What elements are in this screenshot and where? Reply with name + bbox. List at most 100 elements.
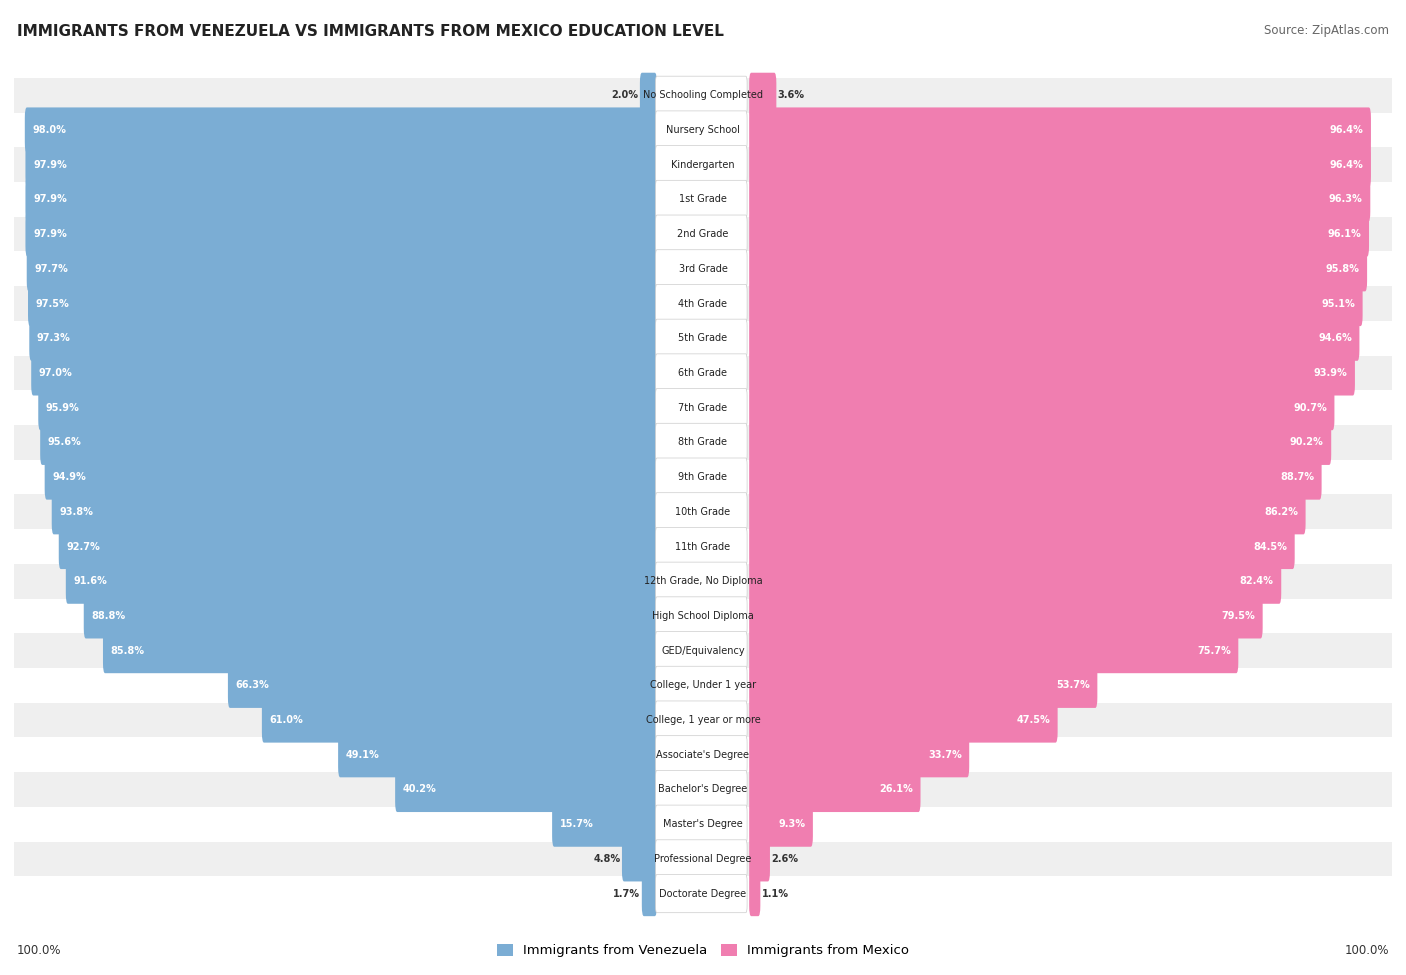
Text: 2nd Grade: 2nd Grade xyxy=(678,229,728,239)
FancyBboxPatch shape xyxy=(41,420,657,465)
FancyBboxPatch shape xyxy=(103,628,657,673)
FancyBboxPatch shape xyxy=(655,145,747,183)
Bar xyxy=(14,599,1392,634)
FancyBboxPatch shape xyxy=(655,770,747,808)
Bar xyxy=(14,841,1392,877)
FancyBboxPatch shape xyxy=(655,250,747,288)
FancyBboxPatch shape xyxy=(641,871,657,916)
Text: 3rd Grade: 3rd Grade xyxy=(679,264,727,274)
Bar xyxy=(14,216,1392,252)
FancyBboxPatch shape xyxy=(655,319,747,357)
Text: IMMIGRANTS FROM VENEZUELA VS IMMIGRANTS FROM MEXICO EDUCATION LEVEL: IMMIGRANTS FROM VENEZUELA VS IMMIGRANTS … xyxy=(17,24,724,39)
FancyBboxPatch shape xyxy=(749,281,1362,326)
FancyBboxPatch shape xyxy=(749,176,1371,222)
Text: College, 1 year or more: College, 1 year or more xyxy=(645,715,761,725)
FancyBboxPatch shape xyxy=(25,142,657,187)
FancyBboxPatch shape xyxy=(655,736,747,774)
FancyBboxPatch shape xyxy=(749,732,969,777)
Text: 7th Grade: 7th Grade xyxy=(679,403,727,412)
Text: Kindergarten: Kindergarten xyxy=(671,160,735,170)
FancyBboxPatch shape xyxy=(66,559,657,604)
FancyBboxPatch shape xyxy=(749,107,1371,152)
FancyBboxPatch shape xyxy=(30,316,657,361)
Bar xyxy=(14,425,1392,460)
Text: 96.3%: 96.3% xyxy=(1329,194,1362,205)
Legend: Immigrants from Venezuela, Immigrants from Mexico: Immigrants from Venezuela, Immigrants fr… xyxy=(492,939,914,962)
Text: 15.7%: 15.7% xyxy=(560,819,593,829)
Bar xyxy=(14,668,1392,703)
FancyBboxPatch shape xyxy=(655,76,747,114)
FancyBboxPatch shape xyxy=(655,527,747,566)
Bar xyxy=(14,113,1392,147)
Text: 40.2%: 40.2% xyxy=(402,785,436,795)
Text: 96.1%: 96.1% xyxy=(1327,229,1361,239)
FancyBboxPatch shape xyxy=(749,142,1371,187)
Text: 100.0%: 100.0% xyxy=(17,944,62,957)
Bar xyxy=(14,564,1392,599)
FancyBboxPatch shape xyxy=(27,247,657,292)
FancyBboxPatch shape xyxy=(38,385,657,430)
FancyBboxPatch shape xyxy=(655,701,747,739)
Text: Associate's Degree: Associate's Degree xyxy=(657,750,749,760)
Text: 1.1%: 1.1% xyxy=(762,888,789,899)
Text: 97.9%: 97.9% xyxy=(32,229,66,239)
FancyBboxPatch shape xyxy=(749,628,1239,673)
Text: 96.4%: 96.4% xyxy=(1330,125,1364,135)
FancyBboxPatch shape xyxy=(655,215,747,254)
Bar xyxy=(14,494,1392,529)
FancyBboxPatch shape xyxy=(31,350,657,396)
Text: 97.9%: 97.9% xyxy=(32,194,66,205)
Text: 1st Grade: 1st Grade xyxy=(679,194,727,205)
Text: Master's Degree: Master's Degree xyxy=(664,819,742,829)
FancyBboxPatch shape xyxy=(52,489,657,534)
FancyBboxPatch shape xyxy=(655,389,747,427)
FancyBboxPatch shape xyxy=(655,666,747,704)
FancyBboxPatch shape xyxy=(655,563,747,601)
FancyBboxPatch shape xyxy=(655,111,747,149)
Text: 95.6%: 95.6% xyxy=(48,438,82,448)
Text: 95.9%: 95.9% xyxy=(46,403,80,412)
Text: 95.1%: 95.1% xyxy=(1322,298,1355,308)
Text: 88.8%: 88.8% xyxy=(91,611,125,621)
Bar xyxy=(14,78,1392,113)
Text: 93.8%: 93.8% xyxy=(59,507,93,517)
FancyBboxPatch shape xyxy=(749,454,1322,499)
Text: 84.5%: 84.5% xyxy=(1253,541,1286,552)
Text: 1.7%: 1.7% xyxy=(613,888,641,899)
FancyBboxPatch shape xyxy=(749,663,1097,708)
Text: Doctorate Degree: Doctorate Degree xyxy=(659,888,747,899)
Text: 4.8%: 4.8% xyxy=(593,854,620,864)
FancyBboxPatch shape xyxy=(655,597,747,635)
FancyBboxPatch shape xyxy=(749,73,776,118)
Bar xyxy=(14,703,1392,737)
FancyBboxPatch shape xyxy=(749,489,1306,534)
FancyBboxPatch shape xyxy=(59,524,657,569)
FancyBboxPatch shape xyxy=(749,316,1360,361)
Text: 100.0%: 100.0% xyxy=(1344,944,1389,957)
Text: 97.9%: 97.9% xyxy=(32,160,66,170)
Text: Bachelor's Degree: Bachelor's Degree xyxy=(658,785,748,795)
Text: 95.8%: 95.8% xyxy=(1326,264,1360,274)
Text: 92.7%: 92.7% xyxy=(66,541,100,552)
Text: 61.0%: 61.0% xyxy=(270,715,304,725)
Text: 90.2%: 90.2% xyxy=(1289,438,1323,448)
Text: 49.1%: 49.1% xyxy=(346,750,380,760)
Text: 94.6%: 94.6% xyxy=(1317,333,1351,343)
Text: 2.0%: 2.0% xyxy=(612,91,638,100)
Bar xyxy=(14,877,1392,911)
FancyBboxPatch shape xyxy=(655,423,747,461)
Bar xyxy=(14,460,1392,494)
FancyBboxPatch shape xyxy=(655,839,747,878)
Text: 26.1%: 26.1% xyxy=(879,785,912,795)
Text: 94.9%: 94.9% xyxy=(52,472,86,482)
Text: 9.3%: 9.3% xyxy=(779,819,806,829)
Bar xyxy=(14,287,1392,321)
Text: 86.2%: 86.2% xyxy=(1264,507,1298,517)
Text: 11th Grade: 11th Grade xyxy=(675,541,731,552)
FancyBboxPatch shape xyxy=(228,663,657,708)
Text: High School Diploma: High School Diploma xyxy=(652,611,754,621)
FancyBboxPatch shape xyxy=(749,837,770,881)
FancyBboxPatch shape xyxy=(655,875,747,913)
Bar xyxy=(14,182,1392,216)
Text: 33.7%: 33.7% xyxy=(928,750,962,760)
